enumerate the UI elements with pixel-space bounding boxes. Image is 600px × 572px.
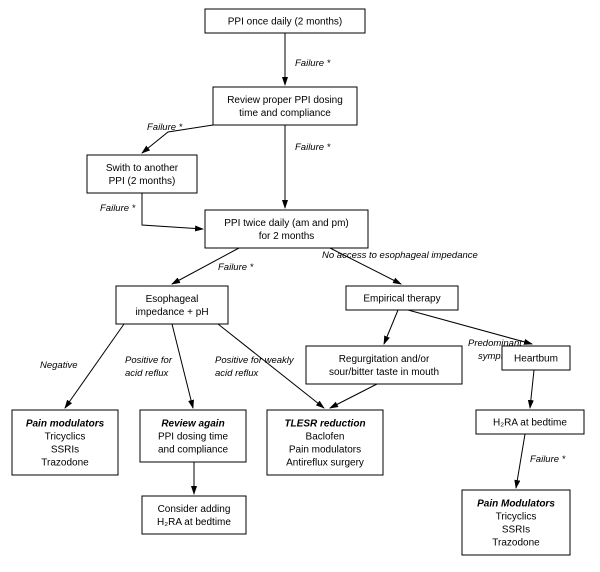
node-text: TLESR reduction — [284, 419, 365, 430]
node-text: time and compliance — [239, 108, 331, 119]
edge-label: Failure * — [295, 58, 331, 69]
node-text: SSRIs — [51, 445, 79, 456]
node-text: Tricyclics — [45, 432, 86, 443]
node-text: Regurgitation and/or — [339, 354, 430, 365]
edge-3 — [142, 193, 203, 229]
edge-label: Failure * — [100, 203, 136, 214]
edge-label: Failure * — [530, 454, 566, 465]
edge-13 — [516, 434, 525, 488]
node-text: PPI once daily (2 months) — [228, 17, 343, 28]
node-n13: Consider adding H₂RA at bedtime — [142, 496, 246, 534]
node-text: Review proper PPI dosing — [227, 95, 343, 106]
edge-label: Failure * — [147, 122, 183, 133]
node-text: sour/bitter taste in mouth — [329, 367, 439, 378]
node-n2: Review proper PPI dosing time and complia… — [213, 87, 357, 125]
flowchart: Failure * Failure * Failure * Failure * Fail… — [0, 0, 600, 572]
node-text: for 2 months — [259, 231, 315, 242]
edge-7 — [172, 324, 193, 408]
node-text: PPI (2 months) — [109, 176, 176, 187]
node-text: Pain modulators — [26, 419, 105, 430]
node-n4: PPI twice daily (am and pm) for 2 months — [205, 210, 368, 248]
node-text: SSRIs — [502, 525, 530, 536]
node-text: Pain Modulators — [477, 499, 555, 510]
node-text: Baclofen — [306, 432, 345, 443]
node-text: Heartbum — [514, 354, 558, 365]
node-text: impedance + pH — [135, 307, 208, 318]
node-text: Trazodone — [41, 458, 89, 469]
edge-label: Failure * — [295, 142, 331, 153]
node-text: PPI dosing time — [158, 432, 228, 443]
node-text: Empirical therapy — [363, 294, 440, 305]
node-text: PPI twice daily (am and pm) — [224, 218, 349, 229]
node-text: Trazodone — [492, 538, 540, 549]
node-n1: PPI once daily (2 months) — [205, 9, 365, 33]
node-text: H₂RA at bedtime — [157, 517, 231, 528]
edge-label: acid reflux — [215, 368, 260, 379]
node-n9: Pain modulators Tricyclics SSRIs Trazodone — [12, 410, 118, 475]
node-n11: TLESR reduction Baclofen Pain modulators An… — [267, 410, 383, 475]
node-text: Swith to another — [106, 163, 179, 174]
node-n6: Empirical therapy — [346, 286, 458, 310]
edge-label: No access to esophageal impedance — [322, 250, 478, 261]
edge-12 — [530, 370, 534, 408]
edge-9 — [384, 310, 398, 344]
node-text: Esophageal — [146, 294, 199, 305]
node-n14: Pain Modulators Tricyclics SSRIs Trazodone — [462, 490, 570, 555]
node-text: Pain modulators — [289, 445, 361, 456]
edge-label: Negative — [40, 360, 78, 371]
node-text: Antireflux surgery — [286, 458, 364, 469]
edge-11 — [330, 384, 377, 408]
node-text: Review again — [161, 419, 224, 430]
node-text: and compliance — [158, 445, 228, 456]
node-n7: Regurgitation and/or sour/bitter taste in… — [306, 346, 462, 384]
edge-label: Positive for weakly — [215, 355, 295, 366]
node-text: Tricyclics — [496, 512, 537, 523]
node-text: Consider adding — [158, 504, 231, 515]
node-n8: Heartbum — [502, 346, 570, 370]
node-n5: Esophageal impedance + pH — [116, 286, 228, 324]
node-n3: Swith to another PPI (2 months) — [87, 155, 197, 193]
edge-label: Failure * — [218, 262, 254, 273]
node-n10: Review again PPI dosing time and complianc… — [140, 410, 246, 462]
edge-label: Positive for — [125, 355, 173, 366]
node-n12: H₂RA at bedtime — [476, 410, 584, 434]
edge-label: acid reflux — [125, 368, 170, 379]
node-text: H₂RA at bedtime — [493, 418, 567, 429]
